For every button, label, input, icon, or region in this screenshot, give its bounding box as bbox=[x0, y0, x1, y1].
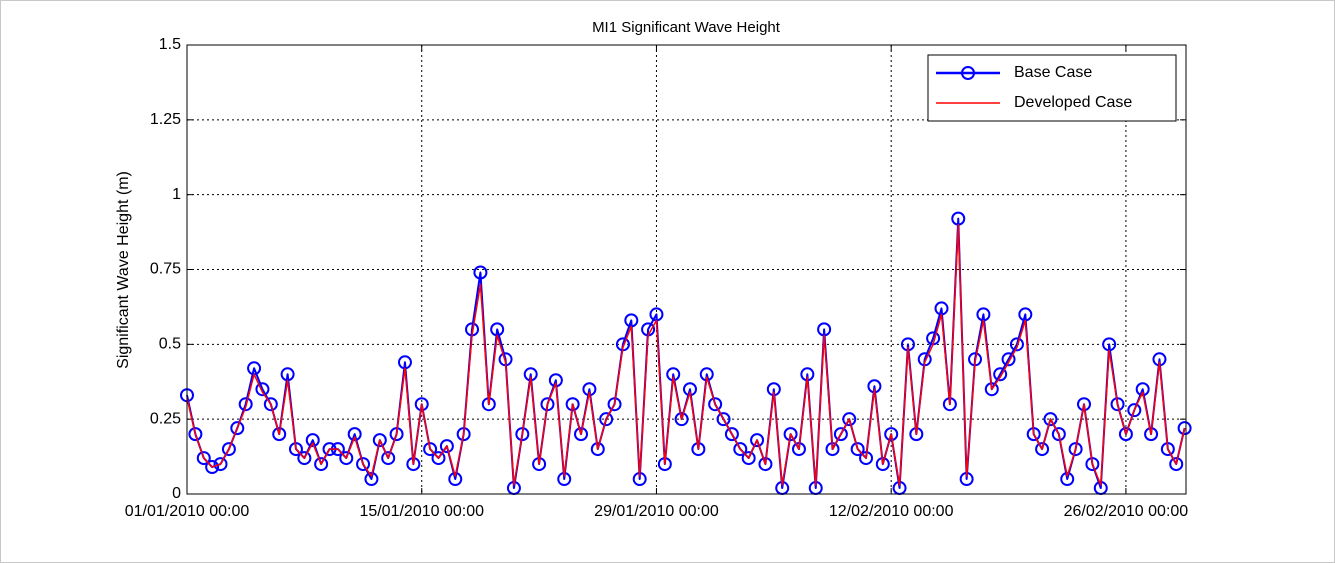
data-point bbox=[993, 367, 1008, 382]
data-point bbox=[574, 427, 589, 442]
data-point bbox=[1001, 352, 1016, 367]
data-point bbox=[263, 397, 278, 412]
data-point bbox=[305, 433, 320, 448]
data-point bbox=[372, 433, 387, 448]
data-point bbox=[842, 412, 857, 427]
data-point bbox=[1009, 337, 1024, 352]
data-point bbox=[381, 451, 396, 466]
data-point bbox=[1169, 457, 1184, 472]
data-point bbox=[1068, 442, 1083, 457]
x-tick-label: 29/01/2010 00:00 bbox=[594, 503, 719, 520]
data-point bbox=[339, 451, 354, 466]
y-tick-label: 0 bbox=[172, 485, 181, 502]
data-point bbox=[473, 265, 488, 280]
data-point bbox=[724, 427, 739, 442]
data-point bbox=[439, 439, 454, 454]
data-point bbox=[423, 442, 438, 457]
y-tick-label: 1.25 bbox=[150, 111, 181, 128]
data-point bbox=[1051, 427, 1066, 442]
chart-title: MI1 Significant Wave Height bbox=[592, 19, 781, 36]
data-point bbox=[1127, 403, 1142, 418]
data-point bbox=[389, 427, 404, 442]
data-point bbox=[188, 427, 203, 442]
legend-box bbox=[927, 54, 1177, 122]
y-tick-label: 1.5 bbox=[159, 36, 181, 53]
data-point bbox=[833, 427, 848, 442]
data-point bbox=[196, 451, 211, 466]
data-point bbox=[1110, 397, 1125, 412]
data-point bbox=[272, 427, 287, 442]
data-point bbox=[884, 427, 899, 442]
series bbox=[186, 223, 1186, 486]
data-point bbox=[850, 442, 865, 457]
data-point bbox=[205, 460, 220, 475]
data-point bbox=[590, 442, 605, 457]
data-point bbox=[1085, 457, 1100, 472]
data-point bbox=[255, 382, 270, 397]
legend-label: Developed Case bbox=[1014, 94, 1132, 111]
series bbox=[180, 211, 1192, 496]
data-point bbox=[716, 412, 731, 427]
data-point bbox=[221, 442, 236, 457]
x-tick-label: 15/01/2010 00:00 bbox=[359, 503, 484, 520]
data-point bbox=[733, 442, 748, 457]
data-point bbox=[314, 457, 329, 472]
data-point bbox=[238, 397, 253, 412]
data-point bbox=[230, 421, 245, 436]
data-point bbox=[599, 412, 614, 427]
data-point bbox=[1043, 412, 1058, 427]
axes-box bbox=[186, 44, 1187, 495]
data-point bbox=[414, 397, 429, 412]
data-point bbox=[1077, 397, 1092, 412]
y-tick-label: 0.5 bbox=[159, 336, 181, 353]
y-tick-label: 1 bbox=[172, 186, 181, 203]
data-point bbox=[213, 457, 228, 472]
data-point bbox=[607, 397, 622, 412]
y-tick-label: 0.75 bbox=[150, 261, 181, 278]
legend-label: Base Case bbox=[1014, 64, 1092, 81]
legend-marker bbox=[961, 66, 975, 80]
x-tick-label: 26/02/2010 00:00 bbox=[1064, 503, 1189, 520]
x-tick-label: 12/02/2010 00:00 bbox=[829, 503, 954, 520]
data-point bbox=[297, 451, 312, 466]
data-point bbox=[1035, 442, 1050, 457]
data-point bbox=[708, 397, 723, 412]
data-point bbox=[783, 427, 798, 442]
y-axis-label: Significant Wave Height (m) bbox=[115, 171, 132, 369]
data-point bbox=[741, 451, 756, 466]
data-point bbox=[356, 457, 371, 472]
data-point bbox=[540, 397, 555, 412]
data-point bbox=[431, 451, 446, 466]
x-tick-label: 01/01/2010 00:00 bbox=[125, 503, 250, 520]
data-point bbox=[347, 427, 362, 442]
data-point bbox=[750, 433, 765, 448]
data-point bbox=[515, 427, 530, 442]
data-point bbox=[1177, 421, 1192, 436]
y-tick-label: 0.25 bbox=[150, 410, 181, 427]
data-point bbox=[674, 412, 689, 427]
legend: Base Case Developed Case bbox=[927, 54, 1177, 122]
data-point bbox=[1118, 427, 1133, 442]
series-line bbox=[186, 223, 1186, 486]
